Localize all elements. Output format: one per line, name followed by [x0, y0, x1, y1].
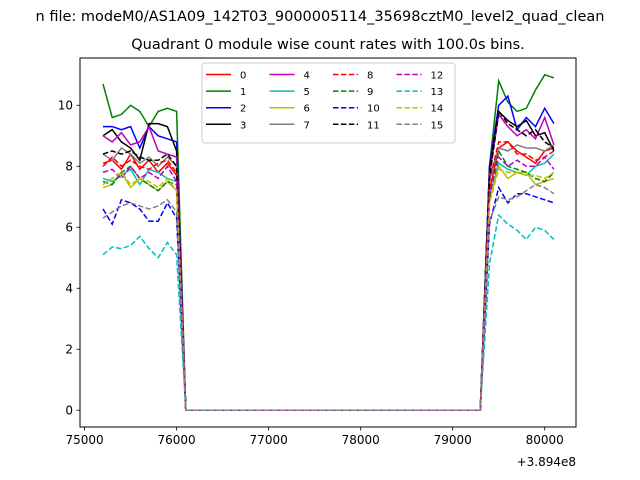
figure-title: n file: modeM0/AS1A09_142T03_9000005114_… — [36, 9, 605, 25]
legend-label-4: 4 — [304, 71, 310, 82]
legend-label-13: 13 — [431, 87, 444, 98]
legend-label-7: 7 — [304, 120, 310, 131]
legend-label-11: 11 — [367, 120, 380, 131]
series-line-12 — [102, 155, 555, 411]
legend-label-5: 5 — [304, 87, 310, 98]
series-line-15 — [102, 183, 555, 411]
x-axis: 75000 76000 77000 78000 79000 80000 — [66, 427, 564, 447]
legend-label-12: 12 — [431, 71, 444, 82]
legend-label-6: 6 — [304, 104, 310, 115]
y-tick-label: 0 — [65, 404, 73, 418]
y-tick-label: 2 — [65, 343, 73, 357]
x-tick-label: 77000 — [250, 433, 288, 447]
legend-label-1: 1 — [240, 87, 246, 98]
legend-label-15: 15 — [431, 120, 444, 131]
legend-label-2: 2 — [240, 104, 246, 115]
axes-title: Quadrant 0 module wise count rates with … — [131, 37, 525, 53]
legend-box — [201, 62, 456, 144]
y-tick-label: 8 — [65, 160, 73, 174]
legend-label-8: 8 — [367, 71, 373, 82]
legend-label-14: 14 — [431, 104, 444, 115]
plot-area — [102, 73, 555, 411]
y-tick-label: 4 — [65, 282, 73, 296]
x-tick-label: 78000 — [342, 433, 380, 447]
axes-frame — [79, 57, 577, 428]
legend-label-10: 10 — [367, 104, 380, 115]
legend-label-0: 0 — [240, 71, 246, 82]
x-tick-label: 76000 — [158, 433, 196, 447]
x-tick-label: 80000 — [526, 433, 564, 447]
x-tick-label: 79000 — [434, 433, 472, 447]
x-tick-label: 75000 — [66, 433, 104, 447]
legend-label-3: 3 — [240, 120, 246, 131]
x-axis-offset-label: +3.894e8 — [517, 455, 576, 469]
y-tick-label: 6 — [65, 221, 73, 235]
y-tick-label: 10 — [58, 99, 73, 113]
legend-label-9: 9 — [367, 87, 373, 98]
y-axis: 0 2 4 6 8 10 — [58, 99, 80, 418]
